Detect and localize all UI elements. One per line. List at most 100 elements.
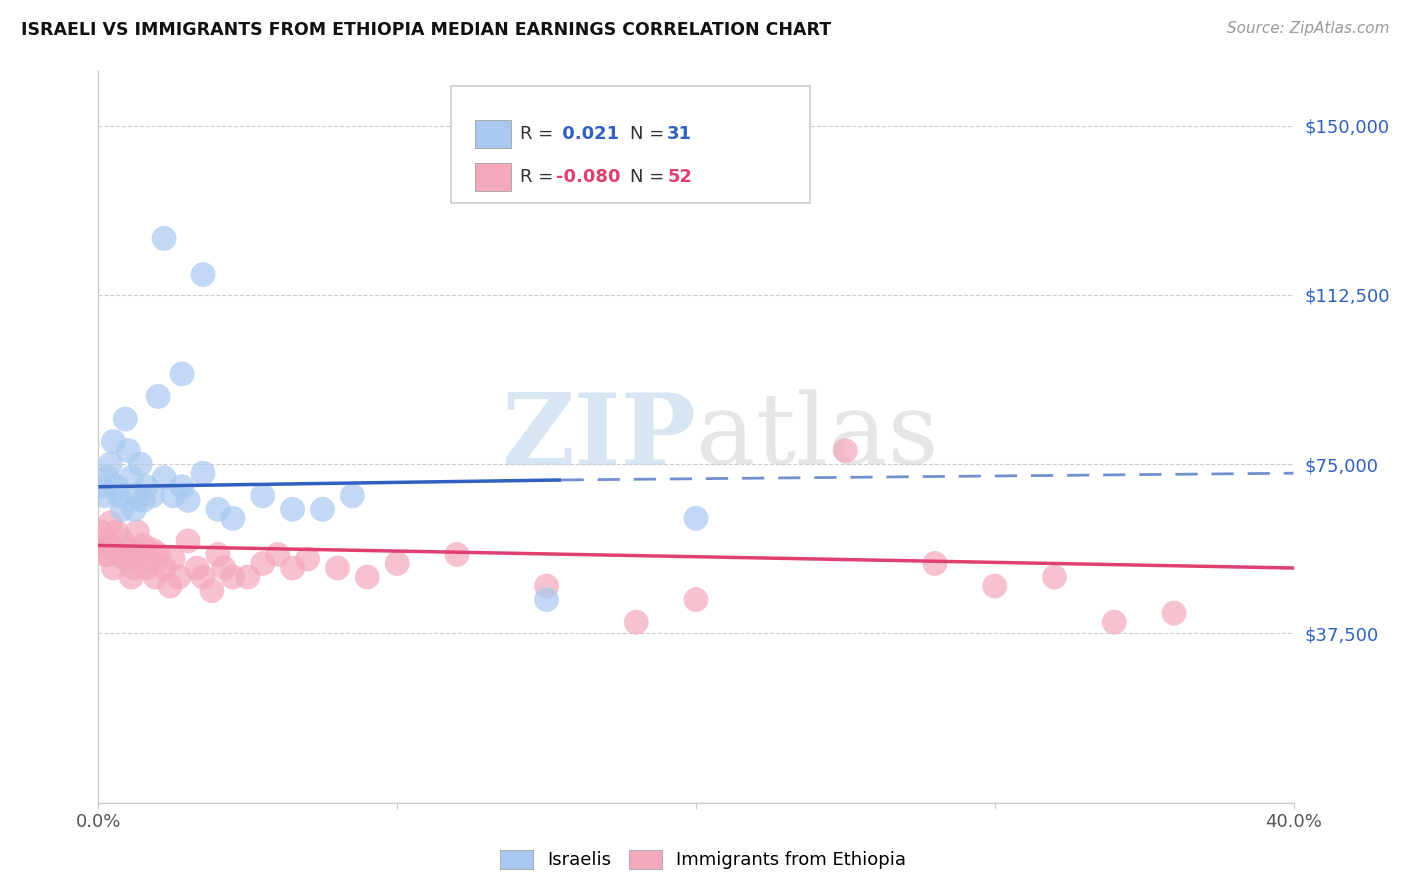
Point — [117, 443, 139, 458]
Text: ISRAELI VS IMMIGRANTS FROM ETHIOPIA MEDIAN EARNINGS CORRELATION CHART: ISRAELI VS IMMIGRANTS FROM ETHIOPIA MEDI… — [21, 21, 831, 38]
Point — [124, 561, 146, 575]
Point — [153, 471, 176, 485]
Point — [132, 538, 155, 552]
Point — [135, 480, 157, 494]
Text: 0.021: 0.021 — [557, 125, 619, 144]
Point — [222, 570, 245, 584]
Point — [127, 524, 149, 539]
Point — [108, 548, 131, 562]
Point — [984, 579, 1007, 593]
Point — [93, 533, 115, 548]
Point — [924, 557, 946, 571]
Point — [90, 524, 112, 539]
Text: N =: N = — [630, 169, 671, 186]
Point — [536, 592, 558, 607]
Point — [141, 489, 163, 503]
Point — [177, 533, 200, 548]
Text: 52: 52 — [668, 169, 692, 186]
FancyBboxPatch shape — [451, 86, 810, 203]
Point — [127, 489, 149, 503]
Point — [311, 502, 333, 516]
Point — [96, 548, 118, 562]
Text: Source: ZipAtlas.com: Source: ZipAtlas.com — [1226, 21, 1389, 36]
Point — [172, 367, 194, 381]
Point — [191, 466, 214, 480]
Point — [148, 548, 170, 562]
Point — [281, 502, 304, 516]
Point — [159, 579, 181, 593]
Point — [267, 548, 290, 562]
Point — [114, 412, 136, 426]
Point — [98, 538, 122, 552]
Point — [1104, 615, 1126, 630]
Point — [1163, 606, 1185, 620]
Point — [191, 268, 214, 282]
Point — [114, 552, 136, 566]
Point — [93, 548, 115, 562]
Point — [111, 533, 134, 548]
Point — [167, 570, 190, 584]
Point — [326, 561, 349, 575]
Point — [626, 615, 648, 630]
FancyBboxPatch shape — [475, 163, 510, 191]
Point — [105, 480, 128, 494]
Point — [297, 552, 319, 566]
Point — [685, 592, 707, 607]
Point — [96, 471, 118, 485]
Point — [90, 538, 112, 552]
Point — [93, 489, 115, 503]
Point — [105, 524, 128, 539]
Point — [124, 502, 146, 516]
Point — [186, 561, 208, 575]
Point — [162, 489, 184, 503]
Point — [207, 502, 229, 516]
Point — [90, 480, 112, 494]
Point — [385, 557, 409, 571]
Point — [342, 489, 364, 503]
Point — [446, 548, 468, 562]
Point — [177, 493, 200, 508]
Text: N =: N = — [630, 125, 671, 144]
Point — [103, 434, 125, 449]
Text: R =: R = — [520, 125, 560, 144]
Point — [135, 561, 157, 575]
Point — [207, 548, 229, 562]
Point — [129, 457, 152, 471]
Point — [153, 231, 176, 245]
Point — [117, 543, 139, 558]
Point — [141, 543, 163, 558]
Point — [252, 557, 274, 571]
Point — [236, 570, 259, 584]
Point — [108, 489, 131, 503]
Point — [132, 493, 155, 508]
Point — [212, 561, 235, 575]
Point — [191, 570, 214, 584]
Point — [111, 502, 134, 516]
Point — [685, 511, 707, 525]
Point — [98, 457, 122, 471]
Point — [103, 561, 125, 575]
Text: ZIP: ZIP — [501, 389, 696, 485]
FancyBboxPatch shape — [475, 120, 510, 148]
Legend: Israelis, Immigrants from Ethiopia: Israelis, Immigrants from Ethiopia — [491, 841, 915, 879]
Text: 31: 31 — [668, 125, 692, 144]
Point — [356, 570, 378, 584]
Point — [834, 443, 856, 458]
Point — [1043, 570, 1066, 584]
Point — [162, 552, 184, 566]
Point — [153, 561, 176, 575]
Point — [281, 561, 304, 575]
Point — [222, 511, 245, 525]
Text: -0.080: -0.080 — [557, 169, 620, 186]
Text: atlas: atlas — [696, 389, 939, 485]
Point — [148, 389, 170, 403]
Point — [252, 489, 274, 503]
Text: R =: R = — [520, 169, 560, 186]
Point — [201, 583, 224, 598]
Point — [536, 579, 558, 593]
Point — [129, 548, 152, 562]
Point — [143, 570, 166, 584]
Point — [120, 570, 142, 584]
Point — [138, 552, 160, 566]
Point — [98, 516, 122, 530]
